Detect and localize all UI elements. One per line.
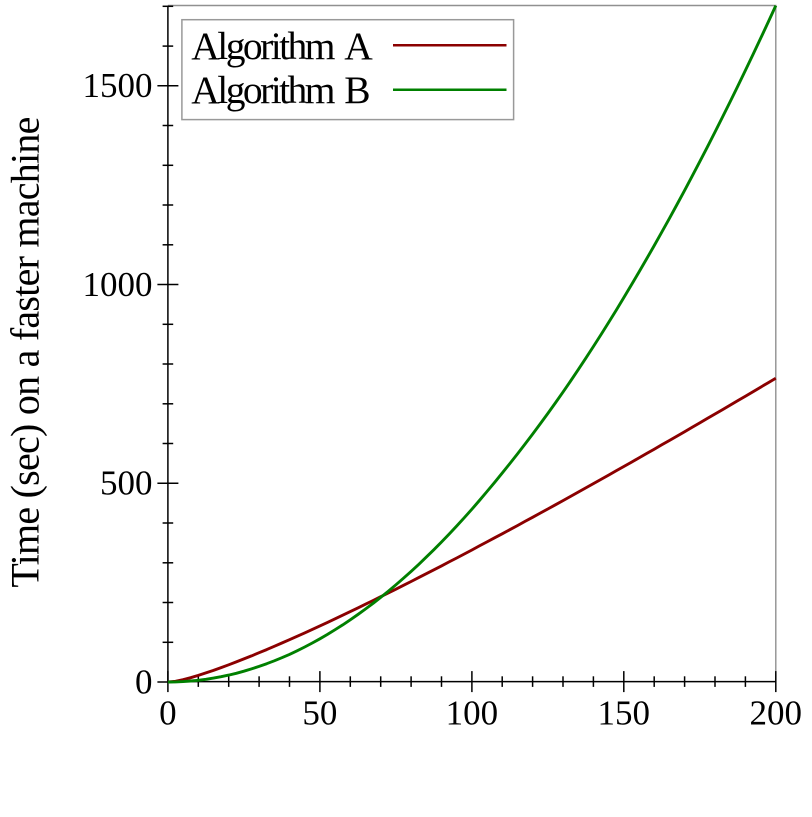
- svg-text:Algorithm: Algorithm: [191, 24, 335, 68]
- svg-text:0: 0: [159, 694, 177, 733]
- svg-text:1500: 1500: [83, 66, 153, 105]
- svg-text:Algorithm: Algorithm: [191, 68, 335, 112]
- svg-text:100: 100: [446, 694, 499, 733]
- svg-text:A: A: [344, 24, 373, 68]
- svg-text:150: 150: [598, 694, 651, 733]
- svg-text:Time (sec) on a faster machine: Time (sec) on a faster machine: [3, 117, 48, 587]
- svg-text:500: 500: [100, 464, 153, 503]
- svg-text:0: 0: [135, 662, 153, 701]
- svg-text:50: 50: [302, 694, 337, 733]
- svg-text:1000: 1000: [83, 265, 153, 304]
- svg-text:200: 200: [750, 694, 803, 733]
- svg-text:B: B: [344, 68, 370, 112]
